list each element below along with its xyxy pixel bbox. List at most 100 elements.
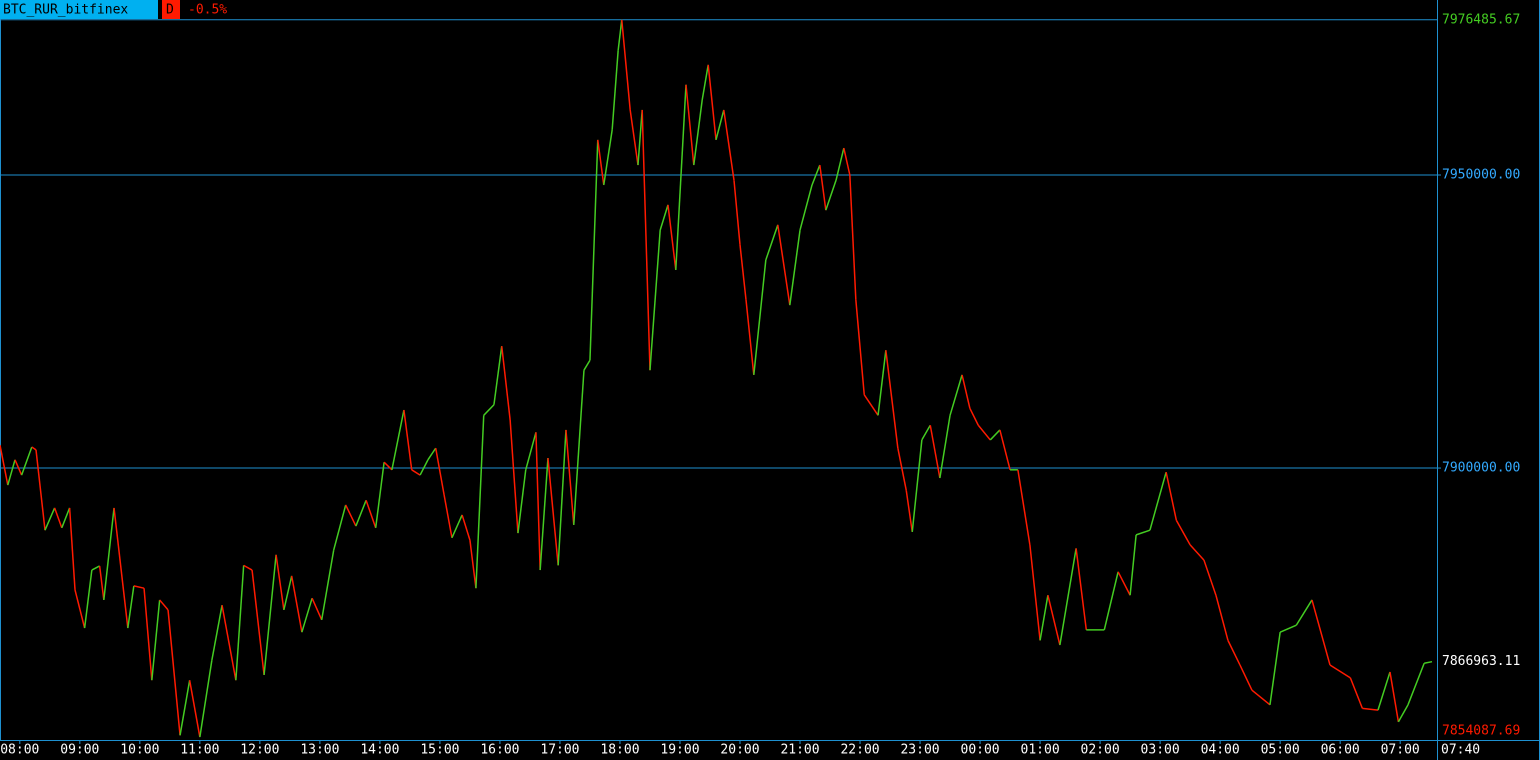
- timeframe-box: [162, 0, 180, 19]
- price-segment: [243, 564, 253, 571]
- price-segment: [1279, 624, 1297, 633]
- price-segment: [179, 680, 191, 736]
- price-segment: [701, 64, 709, 101]
- price-segment: [1251, 689, 1271, 706]
- x-tick-label: 23:00: [900, 743, 939, 758]
- price-segment: [693, 99, 703, 166]
- price-segment: [221, 605, 237, 681]
- price-marker-label: 7866963.11: [1442, 654, 1520, 669]
- price-segment: [133, 585, 145, 589]
- price-segment: [539, 458, 549, 571]
- x-tick-label: 13:00: [300, 743, 339, 758]
- price-segment: [1215, 595, 1229, 641]
- price-segment: [929, 425, 941, 479]
- price-segment: [345, 504, 357, 527]
- x-tick-label: 01:00: [1021, 743, 1060, 758]
- price-segment: [583, 359, 591, 371]
- price-segment: [391, 409, 405, 470]
- price-segment: [301, 597, 313, 633]
- x-tick-label: 03:00: [1141, 743, 1180, 758]
- price-segment: [31, 446, 37, 451]
- price-segment: [20, 446, 33, 476]
- price-segment: [188, 680, 201, 738]
- price-segment: [1329, 664, 1351, 679]
- price-segment: [91, 565, 100, 571]
- price-segment: [1295, 599, 1313, 626]
- price-segment: [535, 432, 541, 571]
- x-tick-label: 12:00: [240, 743, 279, 758]
- price-segment: [621, 19, 631, 111]
- price-segment: [745, 299, 755, 375]
- price-segment: [597, 139, 605, 186]
- price-segment: [159, 599, 169, 611]
- price-segment: [637, 109, 643, 166]
- price-segment: [989, 429, 1001, 441]
- price-segment: [483, 404, 495, 416]
- timeframe: D: [166, 3, 174, 18]
- symbol: BTC_RUR_bitfinex: [3, 3, 128, 18]
- price-segment: [103, 507, 115, 601]
- price-segment: [1377, 671, 1391, 711]
- price-segment: [715, 109, 725, 141]
- symbol-box: [0, 0, 158, 19]
- x-tick-label: 11:00: [180, 743, 219, 758]
- price-segment: [374, 462, 385, 528]
- price-segment: [905, 490, 913, 533]
- price-marker-label: 7976485.67: [1442, 12, 1520, 27]
- price-segment: [603, 129, 613, 186]
- x-tick-label: 07:00: [1381, 743, 1420, 758]
- price-segment: [61, 507, 71, 529]
- price-segment: [14, 459, 23, 476]
- price-segment: [877, 350, 887, 416]
- price-segment: [949, 374, 963, 416]
- price-segment: [789, 229, 801, 306]
- price-segment: [573, 370, 585, 525]
- price-segment: [1311, 599, 1331, 666]
- price-segment: [113, 507, 129, 629]
- price-segment: [1129, 534, 1137, 596]
- price-segment: [68, 507, 76, 591]
- price-segment: [811, 164, 821, 186]
- price-segment: [685, 84, 695, 166]
- price-segment: [0, 445, 9, 486]
- x-tick-label: 10:00: [120, 743, 159, 758]
- price-segment: [1349, 677, 1364, 709]
- price-segment: [961, 374, 971, 409]
- price-segment: [35, 449, 46, 531]
- x-tick-label: 16:00: [480, 743, 519, 758]
- price-segment: [819, 164, 827, 211]
- x-tick-label: 14:00: [360, 743, 399, 758]
- price-segment: [765, 224, 779, 261]
- x-tick-label: 18:00: [600, 743, 639, 758]
- price-segment: [311, 597, 323, 621]
- price-segment: [969, 407, 979, 426]
- price-segment: [641, 109, 651, 371]
- price-segment: [723, 109, 735, 181]
- price-segment: [451, 514, 463, 539]
- price-marker-label: 7854087.69: [1442, 724, 1520, 739]
- price-segment: [1424, 660, 1433, 664]
- price-segment: [517, 469, 527, 534]
- price-segment: [98, 565, 105, 601]
- price-segment: [434, 447, 445, 496]
- x-tick-label: 04:00: [1201, 743, 1240, 758]
- price-segment: [897, 447, 907, 491]
- price-segment: [589, 139, 599, 361]
- price-segment: [1165, 472, 1178, 521]
- price-segment: [1149, 471, 1167, 531]
- price-segment: [547, 458, 559, 566]
- price-segment: [332, 504, 347, 551]
- y-tick-label: 7950000.00: [1442, 168, 1520, 183]
- price-segment: [659, 204, 669, 231]
- x-tick-label: 21:00: [780, 743, 819, 758]
- price-segment: [1029, 544, 1041, 641]
- price-segment: [1017, 469, 1031, 545]
- x-tick-label: 02:00: [1081, 743, 1120, 758]
- price-segment: [1175, 519, 1191, 546]
- price-segment: [199, 660, 213, 738]
- price-segment: [799, 184, 813, 231]
- price-segment: [493, 346, 503, 405]
- price-segment: [290, 575, 303, 633]
